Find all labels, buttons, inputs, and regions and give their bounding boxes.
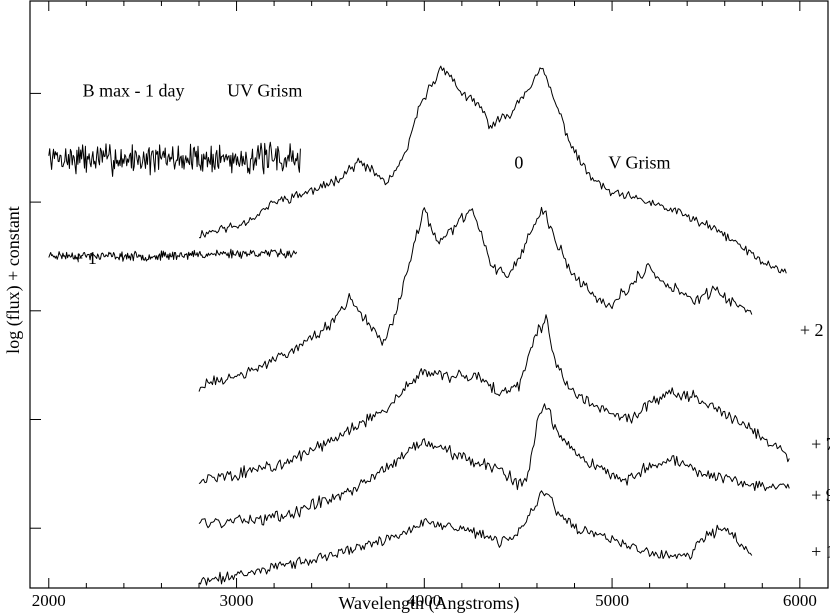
spectrum-line-2 bbox=[48, 248, 298, 262]
spectrum-line-5 bbox=[198, 403, 790, 529]
y-axis-title: log (flux) + constant bbox=[3, 206, 24, 354]
spectrum-line-6 bbox=[198, 490, 753, 586]
spectrum-label: + 7 bbox=[811, 434, 830, 454]
spectrum-label: + 1 bbox=[73, 248, 97, 268]
plot-frame bbox=[29, 0, 829, 589]
x-tick-label: 6000 bbox=[783, 591, 817, 610]
spectrum-label: UV Grism bbox=[227, 81, 302, 101]
spectrum-label: B max - 1 day bbox=[83, 81, 185, 101]
spectrum-label: + 15 bbox=[811, 542, 830, 562]
spectrum-annotations: B max - 1 day UV Grism 0 V Grism + 1 + 2 + 7 + … bbox=[73, 81, 830, 562]
axis-ticks: 2000 3000 4000 5000 6000 bbox=[30, 1, 817, 610]
spectrum-label: V Grism bbox=[608, 152, 670, 172]
spectrum-line-4 bbox=[198, 314, 790, 485]
spectrum-label: + 9 bbox=[811, 485, 830, 505]
spectrum-label: + 2 bbox=[800, 320, 824, 340]
spectra-series bbox=[48, 65, 790, 586]
x-tick-label: 2000 bbox=[32, 591, 66, 610]
spectrum-label: 0 bbox=[514, 152, 523, 172]
x-tick-label: 3000 bbox=[220, 591, 254, 610]
x-axis-title: Wavelength (Angstroms) bbox=[338, 593, 519, 614]
x-tick-label: 4000 bbox=[407, 591, 441, 610]
spectrum-line-0 bbox=[48, 141, 301, 177]
spectrum-line-1 bbox=[198, 65, 787, 274]
x-tick-label: 5000 bbox=[595, 591, 629, 610]
spectrum-line-3 bbox=[198, 206, 753, 392]
